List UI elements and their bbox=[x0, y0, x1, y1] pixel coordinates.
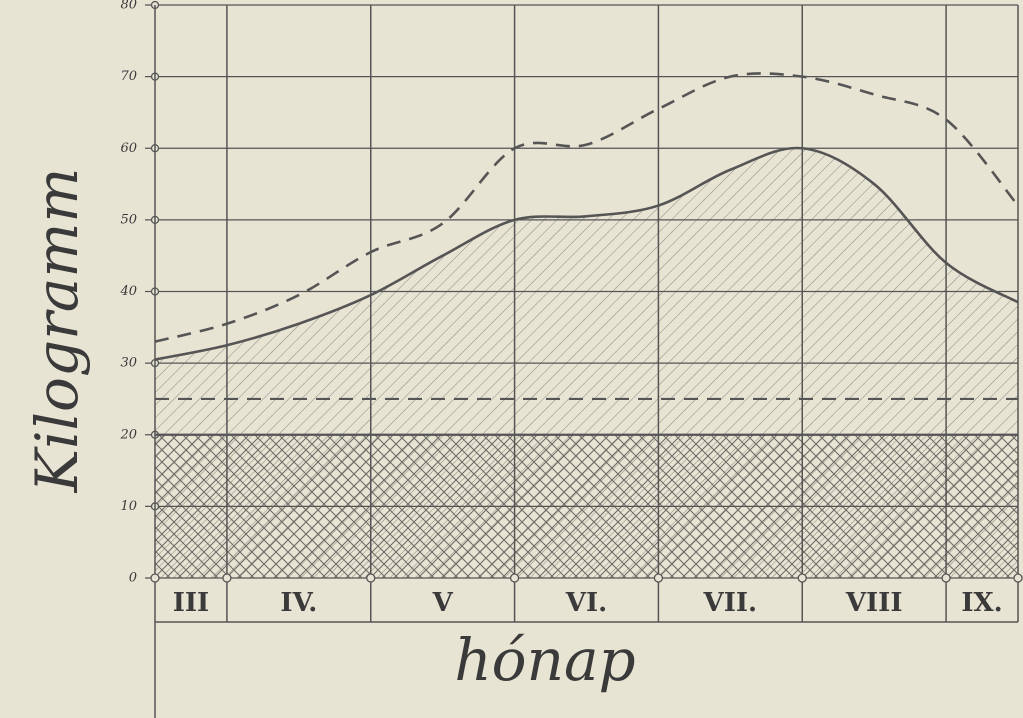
x-category-label: VI. bbox=[565, 588, 607, 618]
y-tick-label: 50 bbox=[120, 212, 137, 227]
x-axis-label: hónap bbox=[454, 626, 635, 694]
tick-dot bbox=[509, 573, 520, 583]
y-tick-label: 0 bbox=[129, 571, 137, 586]
x-category-label: VIII bbox=[845, 588, 903, 618]
y-tick-label: 70 bbox=[120, 69, 137, 84]
x-category-label: IV. bbox=[280, 588, 317, 618]
x-category-label: IX. bbox=[961, 588, 1002, 618]
tick-dot bbox=[150, 573, 160, 583]
x-category-label: V bbox=[432, 588, 454, 618]
tick-dot bbox=[941, 573, 951, 583]
y-tick-label: 10 bbox=[120, 499, 137, 514]
x-category-label: VII. bbox=[703, 588, 758, 618]
x-category-label: III bbox=[173, 588, 210, 618]
tick-dot bbox=[1013, 573, 1023, 583]
y-tick-label: 60 bbox=[120, 141, 137, 156]
y-tick-label: 20 bbox=[119, 427, 137, 442]
tick-dot bbox=[653, 573, 664, 583]
data-line bbox=[154, 146, 1019, 361]
y-tick-label: 40 bbox=[119, 284, 137, 299]
y-axis-label: Kilogramm bbox=[23, 168, 91, 494]
data-line bbox=[154, 72, 1019, 343]
y-tick-label: 80 bbox=[120, 0, 137, 13]
tick-dot bbox=[797, 573, 807, 583]
tick-dot bbox=[366, 573, 376, 583]
y-tick-label: 30 bbox=[120, 356, 137, 371]
tick-dot bbox=[222, 573, 232, 583]
